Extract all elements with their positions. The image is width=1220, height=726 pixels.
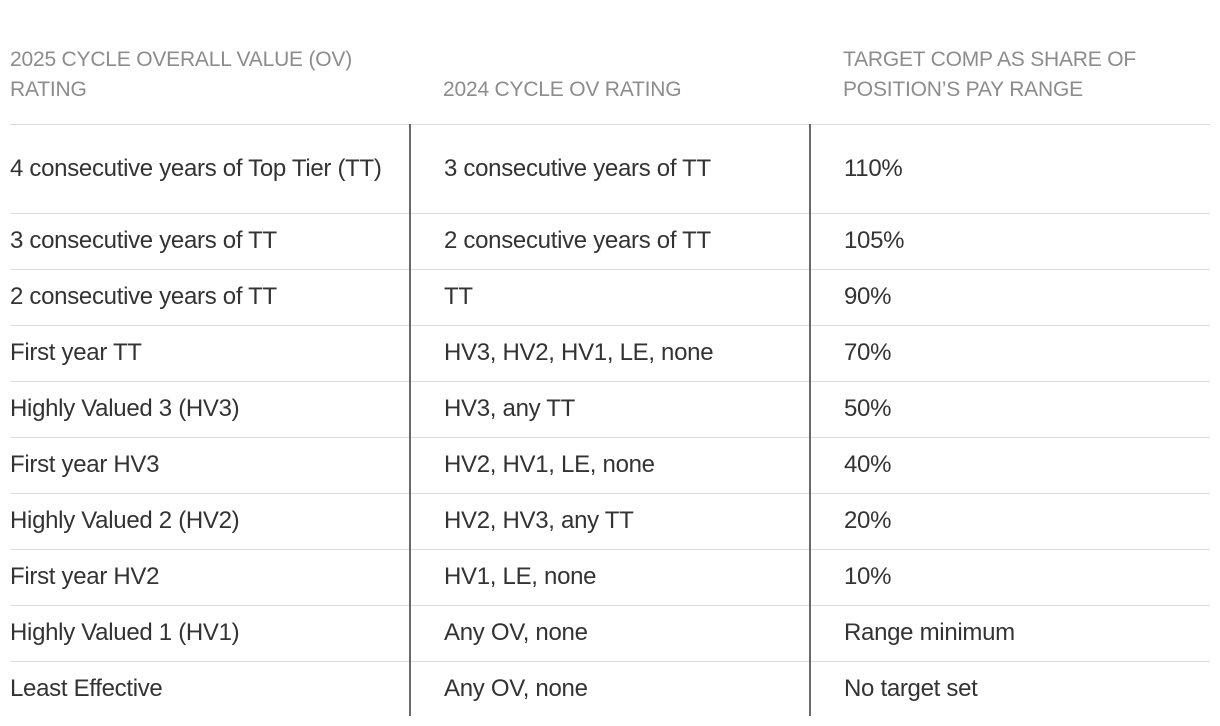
compensation-table-container: 2025 cycle overall value (OV) rating 202… bbox=[10, 0, 1210, 716]
cell-target-comp: 110% bbox=[810, 124, 1210, 214]
table-row: 2 consecutive years of TT TT 90% bbox=[10, 269, 1210, 326]
cell-2025-rating: Highly Valued 2 (HV2) bbox=[10, 493, 411, 550]
table-row: Least Effective Any OV, none No target s… bbox=[10, 661, 1210, 716]
cell-2025-rating: First year TT bbox=[10, 325, 411, 382]
cell-2025-rating: Least Effective bbox=[10, 661, 411, 716]
table-row: First year HV2 HV1, LE, none 10% bbox=[10, 549, 1210, 606]
cell-2025-rating: 2 consecutive years of TT bbox=[10, 269, 411, 326]
table-row: Highly Valued 2 (HV2) HV2, HV3, any TT 2… bbox=[10, 493, 1210, 550]
cell-target-comp: 10% bbox=[810, 549, 1210, 606]
cell-2025-rating: Highly Valued 1 (HV1) bbox=[10, 605, 411, 662]
table-row: First year HV3 HV2, HV1, LE, none 40% bbox=[10, 437, 1210, 494]
cell-target-comp: 50% bbox=[810, 381, 1210, 438]
cell-2024-rating: Any OV, none bbox=[410, 661, 811, 716]
cell-target-comp: 20% bbox=[810, 493, 1210, 550]
cell-2025-rating: First year HV2 bbox=[10, 549, 411, 606]
cell-2024-rating: HV3, HV2, HV1, LE, none bbox=[410, 325, 811, 382]
header-row: 2025 cycle overall value (OV) rating 202… bbox=[10, 0, 1210, 125]
table-body: 4 consecutive years of Top Tier (TT) 3 c… bbox=[10, 124, 1210, 716]
table-header: 2025 cycle overall value (OV) rating 202… bbox=[10, 0, 1210, 125]
cell-2025-rating: First year HV3 bbox=[10, 437, 411, 494]
table-row: Highly Valued 1 (HV1) Any OV, none Range… bbox=[10, 605, 1210, 662]
cell-2024-rating: HV2, HV1, LE, none bbox=[410, 437, 811, 494]
cell-2024-rating: Any OV, none bbox=[410, 605, 811, 662]
header-target-comp: Target comp as share of position’s pay r… bbox=[810, 0, 1210, 125]
table-row: 4 consecutive years of Top Tier (TT) 3 c… bbox=[10, 124, 1210, 214]
header-2024-ov-rating: 2024 cycle OV rating bbox=[410, 0, 810, 125]
table-row: 3 consecutive years of TT 2 consecutive … bbox=[10, 213, 1210, 270]
cell-target-comp: 90% bbox=[810, 269, 1210, 326]
compensation-table: 2025 cycle overall value (OV) rating 202… bbox=[10, 0, 1210, 716]
cell-2024-rating: HV1, LE, none bbox=[410, 549, 811, 606]
cell-2024-rating: HV3, any TT bbox=[410, 381, 811, 438]
table-row: First year TT HV3, HV2, HV1, LE, none 70… bbox=[10, 325, 1210, 382]
table-row: Highly Valued 3 (HV3) HV3, any TT 50% bbox=[10, 381, 1210, 438]
header-2025-ov-rating: 2025 cycle overall value (OV) rating bbox=[10, 0, 410, 125]
cell-2024-rating: HV2, HV3, any TT bbox=[410, 493, 811, 550]
cell-target-comp: 105% bbox=[810, 213, 1210, 270]
cell-2025-rating: Highly Valued 3 (HV3) bbox=[10, 381, 411, 438]
cell-2024-rating: 2 consecutive years of TT bbox=[410, 213, 811, 270]
cell-2025-rating: 3 consecutive years of TT bbox=[10, 213, 411, 270]
cell-target-comp: 40% bbox=[810, 437, 1210, 494]
cell-2024-rating: 3 consecutive years of TT bbox=[410, 124, 811, 214]
cell-target-comp: Range minimum bbox=[810, 605, 1210, 662]
cell-target-comp: 70% bbox=[810, 325, 1210, 382]
cell-target-comp: No target set bbox=[844, 674, 978, 702]
cell-2024-rating: TT bbox=[410, 269, 811, 326]
cell-2025-rating: 4 consecutive years of Top Tier (TT) bbox=[10, 124, 411, 214]
